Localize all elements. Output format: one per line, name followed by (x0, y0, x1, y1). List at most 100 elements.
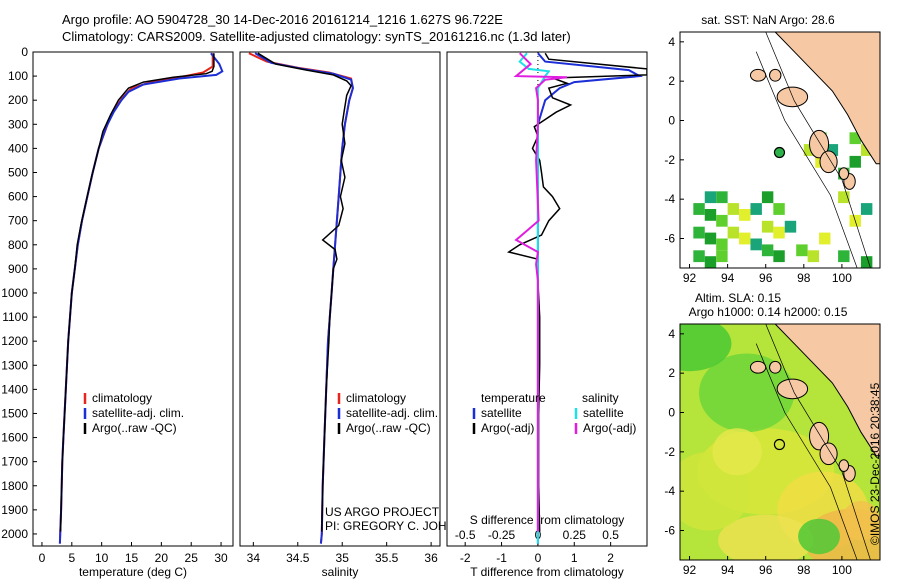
salinity-axis-tick-label: 35 (336, 551, 350, 565)
sst-map-sst-cell (716, 238, 728, 251)
diff-legend-sal-label: satellite (583, 406, 624, 420)
sdiff-tick-label: 0.5 (602, 528, 619, 542)
depth-tick-label: 1200 (1, 334, 28, 348)
sst-map-sst-cell (849, 155, 861, 168)
sdiff-tick-label: -0.5 (455, 528, 476, 542)
sla-map-ytick-label: -2 (664, 445, 675, 459)
sst-map-sst-cell (693, 203, 705, 215)
sst-map-sst-cell (773, 203, 785, 215)
sst-map-sst-cell (826, 144, 839, 156)
sla-map-xtick-label: 98 (797, 563, 811, 577)
sst-map-sst-cell (739, 232, 751, 245)
sla-map-island (749, 360, 767, 374)
salinity-legend-label: satellite-adj. clim. (346, 406, 438, 420)
salinity-axis-tick-label: 34 (247, 551, 261, 565)
salinity-axis-tick-label: 36 (424, 551, 438, 565)
sla-map-anomaly-patch (798, 518, 840, 555)
sst-map-ytick-label: -6 (664, 232, 675, 246)
sst-map-xtick-label: 100 (832, 271, 852, 285)
sst-map-sst-cell (750, 238, 762, 251)
depth-tick-label: 1300 (1, 358, 28, 372)
sst-map-island (809, 129, 830, 159)
sst-map-xtick-label: 94 (721, 271, 735, 285)
credit-text: ©IMOS 23-Dec-2016 20:38:45 (868, 382, 882, 545)
sla-map-island (819, 442, 838, 466)
depth-tick-label: 1400 (1, 382, 28, 396)
depth-tick-label: 100 (8, 69, 28, 83)
sst-map-island (769, 68, 782, 82)
salinity-legend-label: climatology (346, 391, 406, 405)
sst-map-sst-cell (739, 209, 751, 221)
temperature-axis-tick-label: 10 (95, 551, 109, 565)
project-annotation: US ARGO PROJECT (325, 505, 440, 519)
sst-map-sst-cell (773, 250, 785, 263)
depth-tick-label: 0 (21, 45, 28, 59)
pi-annotation: PI: GREGORY C. JOHNSON (325, 519, 481, 533)
sla-map-xtick-label: 100 (832, 563, 852, 577)
sst-map-title: sat. SST: NaN Argo: 28.6 (701, 13, 835, 27)
sla-map-xtick-label: 92 (683, 563, 697, 577)
sst-map-sst-cell (704, 256, 717, 268)
sst-map-sst-cell (819, 232, 831, 245)
sst-map-sst-cell (773, 226, 785, 239)
sst-map-sst-cell (727, 226, 740, 239)
sst-map-sst-cell (716, 191, 728, 204)
sdiff-tick-label: 0.25 (563, 528, 587, 542)
sst-map-sst-cell (807, 250, 820, 263)
tdiff-axis-tick-label: 0 (535, 551, 542, 565)
depth-tick-label: 1600 (1, 431, 28, 445)
depth-tick-label: 700 (8, 214, 28, 228)
header-line-1: Argo profile: AO 5904728_30 14-Dec-2016 … (62, 12, 503, 27)
sla-map-island (838, 459, 850, 473)
sst-map-island (819, 150, 838, 174)
sla-map-contour (765, 324, 871, 560)
sst-map-sst-cell (860, 203, 873, 215)
salinity-series-argo (257, 52, 352, 532)
sdiff-tick-label: -0.25 (488, 528, 516, 542)
sst-map-ytick-label: 4 (668, 35, 675, 49)
sst-map-ytick-label: 2 (668, 74, 675, 88)
temperature-axis-tick-label: 25 (185, 551, 199, 565)
sla-map-title: Altim. SLA: 0.15 (695, 291, 781, 305)
sla-map-ytick-label: -6 (664, 524, 675, 538)
tdiff-axis-label: T difference from climatology (470, 565, 624, 579)
sst-map-sst-cell (796, 244, 808, 257)
sst-map-sst-cell (849, 132, 861, 145)
sst-map-sst-cell (803, 144, 816, 156)
depth-tick-label: 1100 (2, 310, 28, 324)
depth-tick-label: 2000 (1, 527, 28, 541)
salinity-legend-label: Argo(..raw -QC) (346, 421, 431, 435)
salinity-axis-label: salinity (322, 565, 359, 579)
depth-tick-label: 500 (8, 165, 28, 179)
sla-map-xtick-label: 94 (721, 563, 735, 577)
tdiff-axis-tick-label: -1 (496, 551, 507, 565)
sst-map-sst-cell (704, 232, 717, 245)
sst-map-contour (765, 32, 871, 268)
temperature-axis-tick-label: 20 (155, 551, 169, 565)
sla-map-anomaly-patch (680, 324, 732, 372)
sst-map-ytick-label: -4 (664, 192, 675, 206)
header-line-2: Climatology: CARS2009. Satellite-adjuste… (62, 29, 571, 44)
temperature-series-argo (59, 53, 215, 532)
sla-map-island (769, 360, 782, 374)
sla-map-anomaly-patch (718, 514, 814, 560)
sst-map-xtick-label: 98 (797, 271, 811, 285)
sst-map-contour (755, 51, 858, 268)
salinity-plot-frame (239, 51, 441, 547)
sst-map-argo-marker (773, 146, 786, 159)
sst-map-sst-cell (693, 250, 705, 263)
sla-map-ytick-label: 4 (668, 327, 675, 341)
depth-tick-label: 1800 (1, 479, 28, 493)
diff-legend-sal-label: Argo(-adj) (583, 421, 636, 435)
depth-tick-label: 600 (8, 190, 28, 204)
salinity-axis-tick-label: 35.5 (375, 551, 399, 565)
difference-plot-frame (446, 51, 648, 547)
diff-legend-temp-label: Argo(-adj) (481, 421, 534, 435)
sst-map-sst-cell (761, 244, 774, 257)
depth-tick-label: 1900 (1, 503, 28, 517)
tdiff-axis-tick-label: 1 (571, 551, 578, 565)
salinity-axis-tick-label: 34.5 (286, 551, 310, 565)
diff-legend-title-sal: salinity (582, 391, 619, 405)
sla-map-contour (755, 343, 858, 560)
